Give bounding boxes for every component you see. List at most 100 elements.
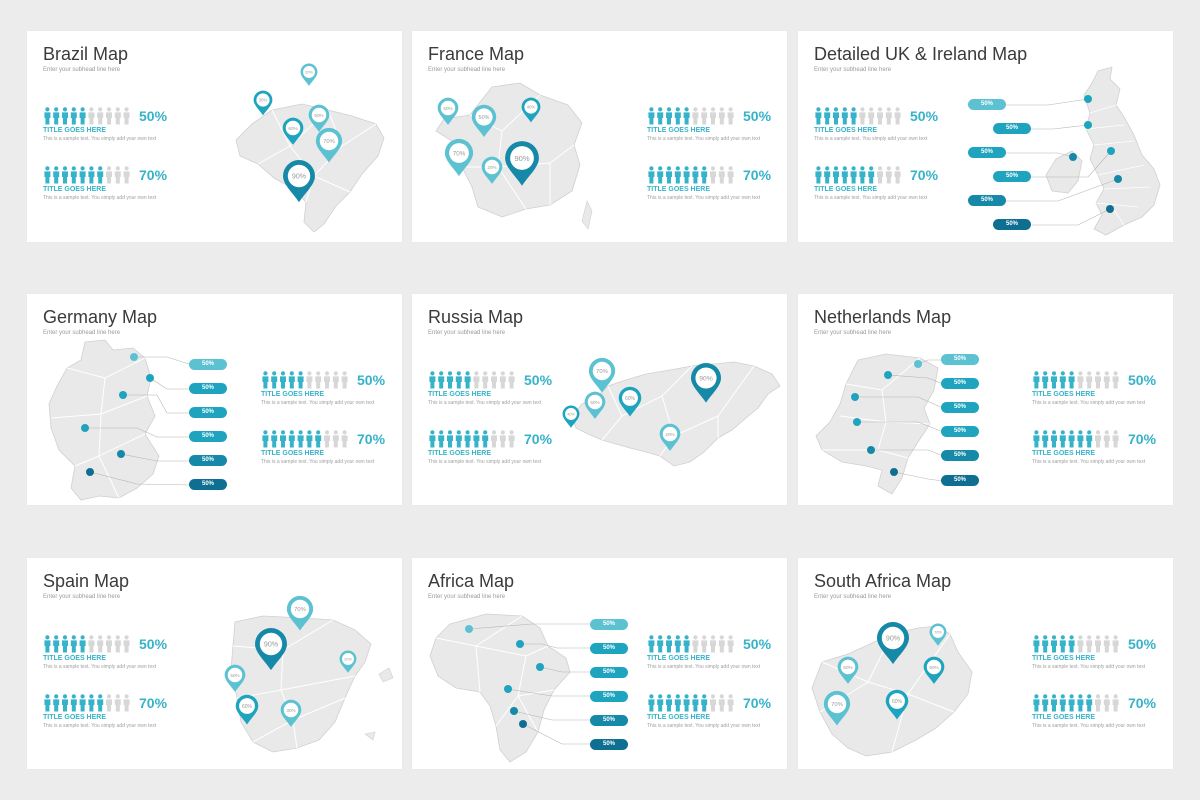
slide-africa[interactable]: Africa Map Enter your subhead line here … — [412, 558, 787, 769]
stat-title: TITLE GOES HERE — [647, 127, 711, 134]
map-pin-icon[interactable]: 20% — [481, 156, 503, 185]
slide-france[interactable]: France Map Enter your subhead line here … — [412, 31, 787, 242]
slide-netherlands[interactable]: Netherlands Map Enter your subhead line … — [798, 294, 1173, 505]
stat-title: TITLE GOES HERE — [261, 450, 325, 457]
svg-text:90%: 90% — [886, 635, 901, 643]
person-icon — [885, 166, 892, 184]
map-pin-icon[interactable]: 60% — [618, 386, 642, 417]
person-icon — [271, 430, 278, 448]
person-icon — [692, 107, 699, 125]
person-icon — [44, 694, 51, 712]
value-pill: 50% — [590, 667, 628, 678]
person-icon — [1077, 635, 1084, 653]
map-pin-icon[interactable]: 60% — [282, 117, 304, 146]
person-icon — [710, 107, 716, 125]
person-icon — [1051, 430, 1057, 448]
map-pin-icon[interactable]: 90% — [876, 621, 910, 665]
person-icon — [438, 371, 445, 389]
person-icon — [332, 430, 339, 448]
map-pin-icon[interactable]: 30% — [253, 90, 273, 116]
person-icon — [262, 371, 269, 389]
person-icon — [850, 166, 857, 184]
stat-bottom: 70% TITLE GOES HERE This is a sample tex… — [261, 430, 391, 480]
person-icon — [262, 430, 269, 448]
person-icon — [491, 430, 497, 448]
map-pin-icon[interactable]: 50% — [437, 97, 459, 126]
person-icon — [701, 635, 708, 653]
map-pin-icon[interactable]: 70% — [286, 595, 314, 631]
person-icon — [1042, 430, 1049, 448]
map-pin-icon[interactable]: 70% — [588, 357, 616, 393]
person-icon — [1086, 694, 1093, 712]
map-pin-icon[interactable]: 50% — [837, 656, 859, 685]
map-pin-icon[interactable]: 90% — [254, 627, 288, 671]
map-pin-icon[interactable]: 60% — [235, 694, 259, 725]
map-pin-icon[interactable]: 20% — [659, 423, 681, 452]
map-pin-icon[interactable]: 20% — [300, 63, 318, 86]
person-icon — [868, 166, 875, 184]
svg-text:60%: 60% — [242, 704, 253, 710]
map-pin-icon[interactable]: 70% — [929, 623, 947, 646]
person-icon — [62, 694, 68, 712]
value-pill: 50% — [590, 739, 628, 750]
map-pin-icon[interactable]: 90% — [282, 159, 316, 203]
map-pin-icon[interactable]: 40% — [562, 405, 580, 428]
person-icon — [648, 694, 655, 712]
map-pin-icon[interactable]: 70% — [444, 138, 474, 177]
person-icon — [1095, 430, 1101, 448]
person-icon — [288, 430, 295, 448]
person-icon — [657, 694, 664, 712]
slide-russia[interactable]: Russia Map Enter your subhead line here … — [412, 294, 787, 505]
map-pin-icon[interactable]: 90% — [690, 362, 722, 404]
map-pin-icon[interactable]: 50% — [308, 104, 330, 133]
stat-percent: 70% — [910, 167, 939, 183]
stat-text: This is a sample text. You simply add yo… — [43, 136, 157, 142]
stat-title: TITLE GOES HERE — [1032, 714, 1096, 721]
map-pin-icon[interactable]: 90% — [504, 140, 540, 187]
person-icon — [280, 371, 286, 389]
map-pin-icon[interactable]: 70% — [823, 690, 851, 726]
person-icon — [324, 371, 330, 389]
slide-title: Africa Map — [428, 571, 515, 591]
slide-brazil[interactable]: Brazil Map Enter your subhead line here … — [27, 31, 402, 242]
slide-germany[interactable]: Germany Map Enter your subhead line here… — [27, 294, 402, 505]
stat-title: TITLE GOES HERE — [428, 450, 492, 457]
map-pin-icon[interactable]: 20% — [339, 650, 357, 673]
person-icon — [1059, 371, 1066, 389]
map-pin-icon[interactable]: 50% — [584, 391, 606, 420]
svg-text:90%: 90% — [264, 641, 279, 649]
person-icon — [657, 107, 664, 125]
slide-uk-ireland[interactable]: Detailed UK & Ireland Map Enter your sub… — [798, 31, 1173, 242]
stat-bottom: 70% TITLE GOES HERE This is a sample tex… — [43, 166, 173, 216]
svg-text:70%: 70% — [323, 139, 335, 145]
svg-text:60%: 60% — [625, 396, 636, 402]
map-pin-icon[interactable]: 60% — [885, 689, 909, 720]
slide-south-africa[interactable]: South Africa Map Enter your subhead line… — [798, 558, 1173, 769]
slide-title: Germany Map — [43, 307, 158, 327]
svg-text:50%: 50% — [843, 665, 852, 670]
person-icon — [648, 166, 655, 184]
person-icon — [53, 635, 60, 653]
map-pin-icon[interactable]: 40% — [521, 97, 541, 123]
person-icon — [1042, 694, 1049, 712]
person-icon — [727, 635, 734, 653]
person-icon — [106, 635, 112, 653]
person-icon — [1112, 371, 1119, 389]
stat-percent: 70% — [139, 695, 168, 711]
map-pin-icon[interactable]: 70% — [315, 127, 343, 163]
map-pin-icon[interactable]: 50% — [224, 664, 246, 693]
person-icon — [62, 635, 68, 653]
map-pin-icon[interactable]: 50% — [471, 104, 497, 138]
person-icon — [815, 166, 822, 184]
map-pin-icon[interactable]: 30% — [280, 699, 302, 728]
value-pill: 50% — [590, 643, 628, 654]
person-icon — [62, 107, 68, 125]
person-icon — [306, 371, 313, 389]
slide-spain[interactable]: Spain Map Enter your subhead line here 5… — [27, 558, 402, 769]
person-icon — [1059, 430, 1066, 448]
value-pill: 50% — [189, 479, 227, 490]
map-pin-icon[interactable]: 50% — [923, 656, 945, 685]
person-icon — [1051, 635, 1057, 653]
person-icon — [280, 430, 286, 448]
person-icon — [674, 694, 681, 712]
